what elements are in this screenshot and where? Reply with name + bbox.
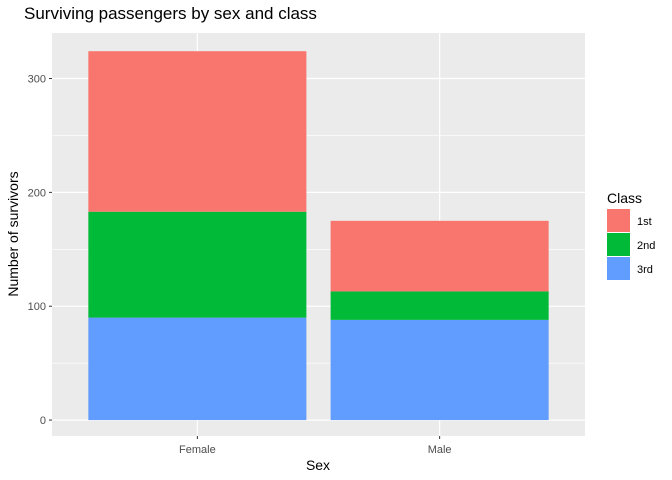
bar-female-1st — [88, 51, 307, 212]
legend: Class 1st 2nd 3rd — [607, 190, 655, 280]
bar-female-3rd — [88, 317, 307, 421]
y-tick-label: 200 — [28, 187, 46, 199]
x-tick-label: Female — [179, 444, 216, 456]
legend-label-2nd: 2nd — [637, 240, 655, 252]
legend-label-1st: 1st — [637, 216, 652, 228]
x-axis: Female Male — [179, 436, 452, 456]
y-tick-label: 300 — [28, 74, 46, 86]
legend-key-1st — [607, 209, 630, 232]
bar-male-3rd — [330, 319, 549, 421]
y-axis: 0 100 200 300 — [28, 74, 52, 427]
bar-male-1st — [330, 220, 549, 292]
legend-label-3rd: 3rd — [637, 264, 653, 276]
y-tick-label: 100 — [28, 301, 46, 313]
bars — [88, 51, 549, 421]
bar-female-2nd — [88, 211, 307, 318]
x-axis-title: Sex — [306, 457, 330, 473]
legend-key-2nd — [607, 233, 630, 256]
bar-male-2nd — [330, 291, 549, 320]
legend-title: Class — [607, 190, 642, 206]
legend-key-3rd — [607, 257, 630, 280]
x-tick-label: Male — [428, 444, 452, 456]
chart-title: Surviving passengers by sex and class — [24, 4, 317, 23]
y-axis-title: Number of survivors — [5, 171, 21, 296]
y-tick-label: 0 — [40, 415, 46, 427]
